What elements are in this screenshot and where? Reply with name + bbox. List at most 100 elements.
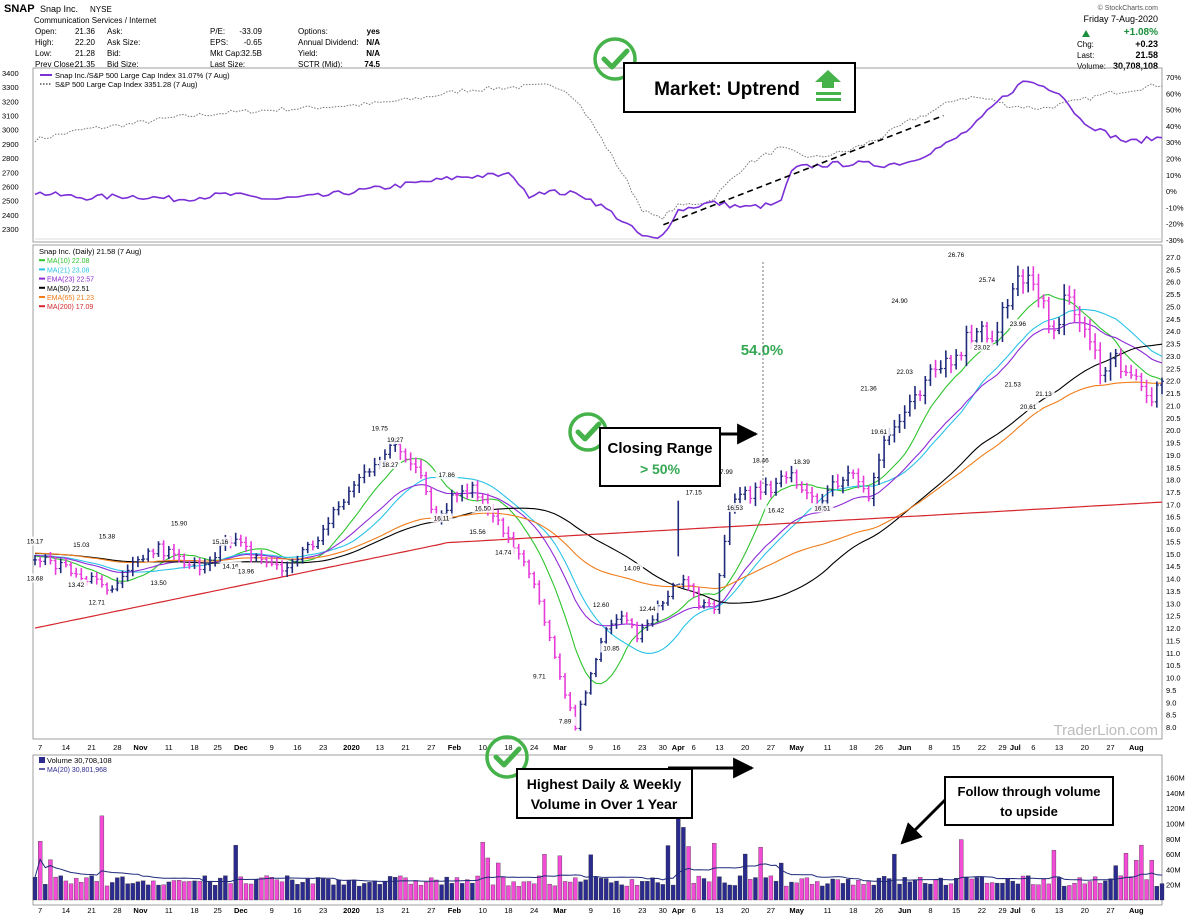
ma-legend-entry: MA(200) 17.09: [47, 304, 93, 311]
annotations: Market: Uptrend Closing Range > 50% 54.0…: [485, 37, 1158, 845]
price-bar: [665, 590, 670, 606]
price-callout-bg: [528, 671, 551, 681]
date-tick: 22: [978, 906, 986, 915]
price-tick: 11.5: [1166, 636, 1180, 645]
date-tick: 20: [1081, 743, 1089, 752]
rs-left-tick: 3300: [2, 83, 19, 92]
volume-bar: [161, 884, 166, 901]
price-bar: [902, 405, 907, 429]
volume-bar: [264, 875, 269, 901]
stat-value: 32.5B: [241, 49, 262, 58]
rs-trendline: [663, 114, 944, 226]
price-callout: 12.71: [85, 597, 108, 607]
volume-bar: [779, 862, 784, 901]
volume-label: Volume:: [1077, 62, 1106, 71]
volume-bar: [413, 880, 418, 901]
price-bar: [295, 555, 300, 567]
volume-bar: [789, 881, 794, 901]
volume-bar: [449, 883, 454, 901]
volume-bar: [871, 884, 876, 901]
price-bar: [367, 468, 372, 477]
volume-bar: [130, 883, 135, 901]
price-callout: 15.90: [168, 518, 191, 528]
volume-bar: [568, 881, 573, 901]
date-tick: 27: [1106, 743, 1114, 752]
rs-left-tick: 2300: [2, 225, 19, 234]
volume-bar: [820, 885, 825, 901]
volume-bar: [598, 878, 604, 901]
volume-bar: [125, 883, 130, 901]
price-bar: [1077, 306, 1082, 333]
price-bar: [1113, 348, 1118, 368]
volume-bar: [223, 875, 228, 901]
price-bar: [933, 359, 938, 378]
price-callout-label: 13.50: [150, 580, 167, 587]
price-bar: [794, 469, 799, 489]
stat-label: Ask:: [107, 27, 123, 36]
volume-bar: [511, 881, 516, 901]
price-bar: [496, 509, 501, 526]
price-callout-label: 20.61: [1020, 404, 1037, 411]
volume-bar: [619, 884, 624, 901]
price-bar: [74, 567, 79, 578]
volume-bar: [192, 880, 197, 901]
date-tick: 27: [767, 743, 775, 752]
date-tick: 6: [1031, 906, 1035, 915]
price-bar: [480, 493, 485, 505]
price-callout-bg: [65, 579, 88, 589]
volume-bar: [398, 875, 403, 901]
price-bar: [835, 474, 840, 489]
price-bar: [156, 541, 161, 557]
date-tick: 14: [62, 743, 70, 752]
price-bar: [1026, 266, 1031, 293]
price-callout: 13.96: [234, 566, 257, 576]
volume-bar: [743, 853, 748, 901]
date-tick: Feb: [448, 743, 462, 752]
price-bar: [707, 598, 712, 607]
price-bar: [43, 554, 48, 566]
price-tick: 12.0: [1166, 624, 1181, 633]
volume-bar: [285, 875, 290, 901]
date-tick: 13: [715, 906, 723, 915]
price-bar: [624, 612, 629, 625]
date-tick: 29: [998, 743, 1006, 752]
volume-bar: [459, 883, 465, 901]
volume-bar: [881, 876, 887, 901]
volume-bar: [243, 883, 249, 901]
rs-legend-entry: Snap Inc./S&P 500 Large Cap Index 31.07%…: [55, 71, 230, 80]
price-callout: 19.75: [368, 423, 391, 433]
price-tick: 21.0: [1166, 401, 1181, 410]
volume-bar: [382, 881, 388, 901]
price-callout-label: 12.44: [639, 606, 656, 613]
date-tick: 30: [659, 743, 667, 752]
date-tick: Nov: [133, 743, 148, 752]
price-tick: 13.5: [1166, 587, 1181, 596]
relative-strength-panel: 2300 2400 2500 2600 2700 2800 2900 3000 3100 3200…: [2, 69, 1184, 245]
rs-left-tick: 2800: [2, 154, 19, 163]
volume-bar: [763, 877, 768, 901]
closing-range-box: [599, 427, 721, 487]
price-callout: 23.02: [970, 342, 993, 352]
volume-bar: [1154, 886, 1160, 901]
price-callout: 15.56: [466, 526, 489, 536]
price-callout-label: 21.36: [861, 386, 878, 393]
price-tick: 13.0: [1166, 599, 1181, 608]
follow-through-line2: to upside: [1000, 804, 1058, 819]
price-bar: [763, 477, 768, 496]
price-bar: [527, 559, 532, 579]
volume-bar: [202, 875, 207, 901]
volume-bar: [753, 877, 758, 901]
price-bar: [89, 572, 94, 584]
price-bar: [1062, 284, 1067, 336]
date-tick: Mar: [553, 743, 566, 752]
price-callout: 24.90: [888, 295, 911, 305]
stat-label: Bid:: [107, 49, 121, 58]
price-callout: 16.53: [723, 502, 746, 512]
stat-label: SCTR (Mid):: [298, 60, 342, 69]
price-callout-label: 23.02: [974, 344, 991, 351]
chg-value: +0.23: [1135, 39, 1158, 49]
volume-bar: [1077, 877, 1082, 901]
rs-left-tick: 2700: [2, 168, 19, 177]
volume-bar: [1159, 883, 1165, 901]
price-bar: [99, 575, 104, 588]
